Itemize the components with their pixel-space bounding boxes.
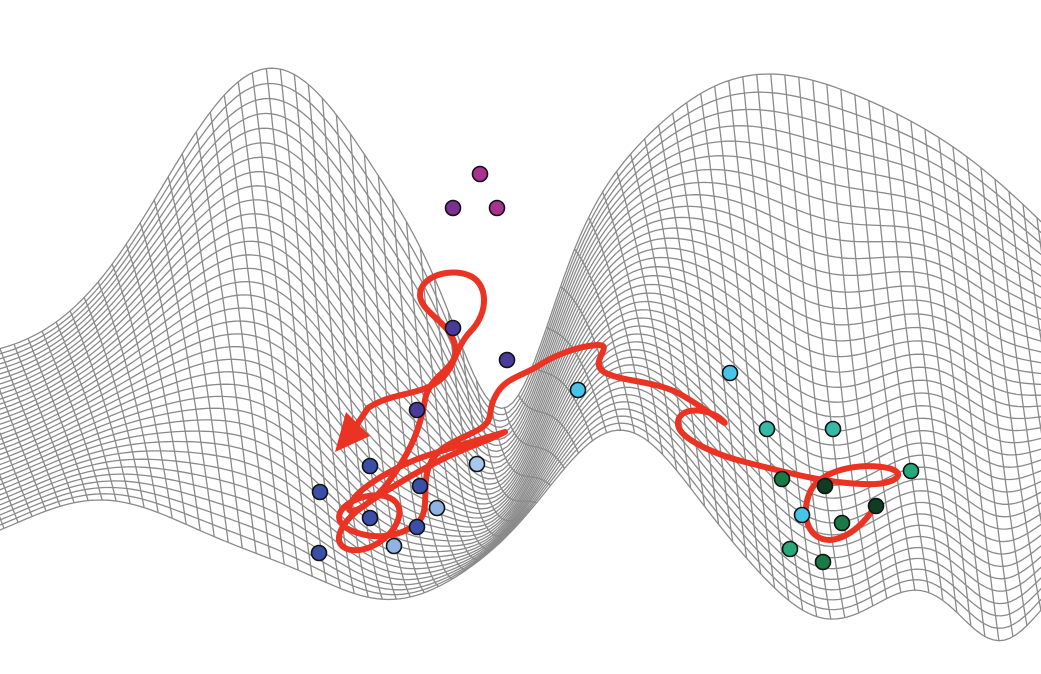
mesh-line	[0, 213, 1041, 469]
mesh-line	[0, 256, 1041, 490]
trajectory-curve	[336, 269, 902, 554]
mesh-line	[0, 379, 1041, 564]
state-point	[902, 462, 920, 480]
state-points	[310, 165, 920, 571]
state-point	[814, 553, 832, 571]
state-point	[781, 540, 799, 558]
mesh-line	[0, 266, 1041, 495]
mesh-line	[756, 74, 818, 617]
state-point	[468, 455, 486, 473]
mesh-line	[181, 153, 243, 549]
state-point	[488, 199, 506, 217]
mesh-line	[0, 226, 1041, 475]
mesh-line	[0, 309, 1041, 519]
mesh-line	[0, 325, 1041, 528]
state-point	[471, 165, 489, 183]
state-point	[569, 381, 587, 399]
mesh-line	[643, 138, 706, 507]
mesh-line	[0, 156, 1041, 447]
landscape-mesh	[0, 67, 1041, 642]
trajectory-arrowhead-icon	[335, 412, 370, 452]
mesh-line	[0, 393, 1041, 580]
state-point	[816, 477, 834, 495]
mesh-line	[0, 333, 1041, 533]
mesh-line	[0, 283, 1041, 505]
mesh-line	[0, 142, 1041, 441]
state-point	[444, 319, 462, 337]
state-point	[773, 470, 791, 488]
mesh-line	[0, 415, 1041, 617]
state-point	[444, 199, 462, 217]
mesh-line	[0, 185, 1041, 458]
mesh-line	[0, 275, 1041, 500]
mesh-line	[0, 429, 1041, 642]
state-point	[867, 497, 885, 515]
state-point	[310, 544, 328, 562]
state-point	[428, 499, 446, 517]
mesh-line	[910, 121, 972, 626]
mesh-line	[980, 167, 1041, 611]
mesh-line	[0, 317, 1041, 524]
mesh-line	[0, 386, 1041, 570]
mesh-line	[0, 237, 1041, 480]
state-point	[361, 457, 379, 475]
mesh-line	[0, 341, 1041, 537]
mesh-line	[0, 408, 1041, 605]
state-point	[498, 351, 516, 369]
state-point	[408, 401, 426, 419]
mesh-line	[0, 97, 1041, 422]
mesh-line	[0, 364, 1041, 553]
state-point	[408, 518, 426, 536]
state-point	[721, 364, 739, 382]
state-point	[793, 506, 811, 524]
state-point	[833, 514, 851, 532]
mesh-line	[0, 170, 1041, 453]
mesh-line	[0, 371, 1041, 558]
mesh-line	[0, 401, 1041, 592]
state-point	[824, 420, 842, 438]
mesh-line	[0, 356, 1041, 547]
mesh-line	[0, 292, 1041, 510]
mesh-line	[195, 131, 257, 554]
state-point	[411, 477, 429, 495]
trajectory-path	[335, 269, 902, 554]
mesh-line	[0, 300, 1041, 515]
state-point	[311, 483, 329, 501]
mesh-line	[0, 422, 1041, 629]
state-point	[385, 537, 403, 555]
mesh-line	[0, 199, 1041, 464]
mesh-line	[728, 80, 790, 601]
mesh-line	[0, 247, 1041, 485]
mesh-line	[0, 112, 1041, 428]
state-point	[361, 509, 379, 527]
state-point	[758, 420, 776, 438]
